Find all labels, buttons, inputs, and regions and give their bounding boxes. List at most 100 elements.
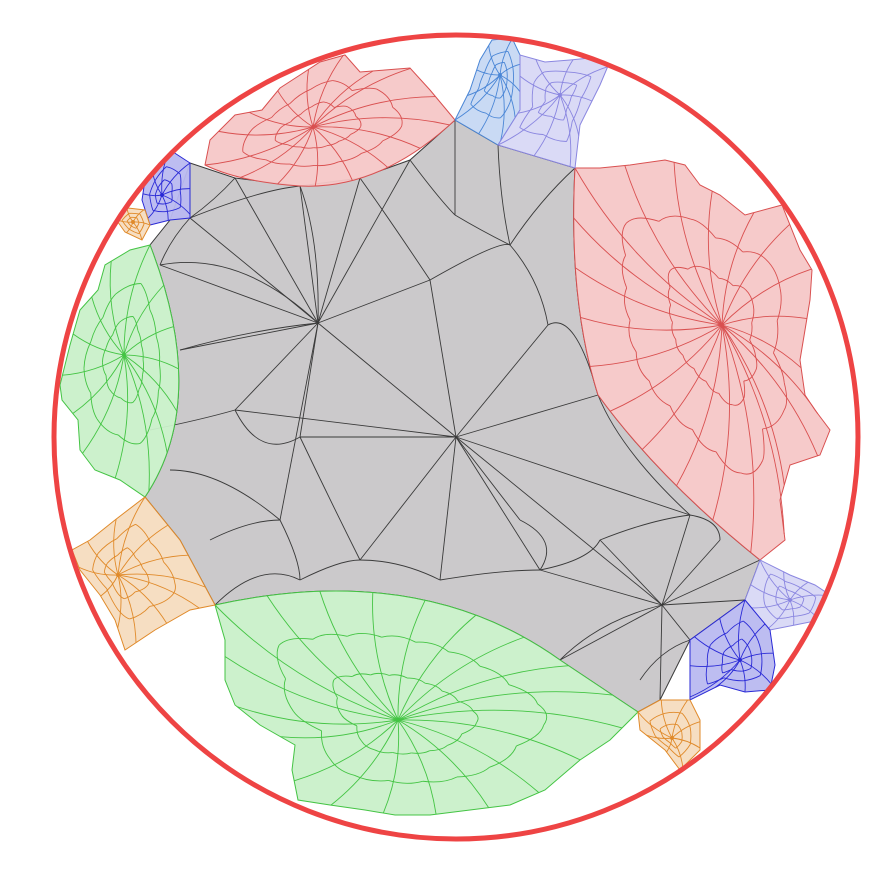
tiling-edge [599,539,663,606]
tiling-edge [169,469,281,521]
tiling-edge [559,94,580,136]
tiling-edge [597,394,691,516]
tiling-edge [677,724,683,733]
tiling-edge [299,559,361,581]
tiling-edge [566,97,572,110]
tiling-edge [214,604,399,721]
tiling-edge [382,125,403,142]
green-region-left [59,244,180,498]
tiling-edge [667,287,672,306]
tiling-edge [721,268,812,326]
tiling-edge [142,567,150,580]
tiling-edge [397,719,437,815]
tiling-edge [693,368,707,382]
tiling-edge [499,38,513,76]
tiling-edge [509,85,514,103]
tiling-edge [671,699,689,739]
tiling-edge [740,460,763,475]
tiling-edge [374,749,393,754]
tiling-edge [361,741,375,751]
tiling-edge [415,641,449,653]
tiling-edge [276,645,286,679]
tiling-edge [170,582,176,597]
tiling-edge [762,428,765,462]
tiling-edge [454,74,501,121]
tiling-edge [138,374,143,390]
tiling-edge [723,677,744,682]
tiling-edge [164,201,173,205]
tiling-edge [705,663,708,685]
tiling-edge [516,725,545,747]
tiling-edge [130,225,137,229]
tiling-edge [189,217,319,324]
tiling-edge [242,151,266,161]
tiling-edge [117,496,146,576]
tiling-edge [783,571,791,601]
tiling-edge [745,289,754,306]
tiling-edge [624,165,723,326]
tiling-edge [559,66,608,96]
tiling-edge [306,69,314,128]
tiling-edge [112,321,120,335]
orange-region-bottom [637,699,701,771]
tiling-edge [535,59,561,96]
tiling-edge [351,87,377,92]
tiling-edge [749,339,756,357]
tiling-edge [121,213,130,221]
tiling-edge [277,90,314,128]
tiling-edge [764,604,777,619]
tiling-edge [161,188,191,196]
tiling-edge [721,324,802,369]
tiling-edge [158,179,165,187]
tiling-edge [109,389,122,399]
tiling-edge [289,89,311,104]
tiling-edge [768,599,791,629]
tiling-edge [776,288,782,321]
tiling-edge [129,212,141,215]
tiling-edge [580,317,723,331]
tiling-edge [279,121,291,129]
disk-boundary-circle [51,32,861,842]
tiling-vertex [122,353,126,357]
tiling-edge [710,632,728,646]
tiling-edge [722,669,732,674]
tiling-edge [782,608,792,611]
tiling-edge [519,106,534,128]
tiling-vertex [738,658,742,662]
tiling-edge [91,296,125,356]
tiling-edge [204,126,314,166]
tiling-edge [455,394,599,438]
tiling-edge [147,194,163,219]
tiling-edge [545,82,552,89]
tiling-edge [476,69,501,76]
tiling-edge [392,752,412,755]
tiling-edge [277,126,314,185]
tiling-edge [314,161,339,167]
tiling-edge [641,324,723,450]
tiling-edge [649,712,666,722]
tiling-edge [478,74,501,134]
tiling-edge [776,602,783,611]
tiling-edge [397,691,613,721]
tiling-edge [763,590,766,606]
tiling-edge [599,514,691,541]
tiling-edge [224,656,399,721]
tiling-edge [759,559,791,601]
tiling-edge [519,127,544,135]
tiling-edge [580,76,592,100]
tiling-edge [299,322,319,438]
tiling-edge [623,287,631,321]
tiling-edge [755,355,758,372]
tiling-edge [661,604,691,641]
tiling-edge [317,279,431,324]
tiling-edge [573,217,723,326]
tiling-edge [289,163,315,167]
tiling-edge [539,539,601,571]
tiling-edge [721,661,723,674]
tiling-edge [397,719,489,808]
tiling-edge [102,362,107,376]
tiling-edge [675,339,684,356]
tiling-edge [100,574,119,597]
tiling-edge [397,614,477,721]
tiling-edge [155,166,167,180]
